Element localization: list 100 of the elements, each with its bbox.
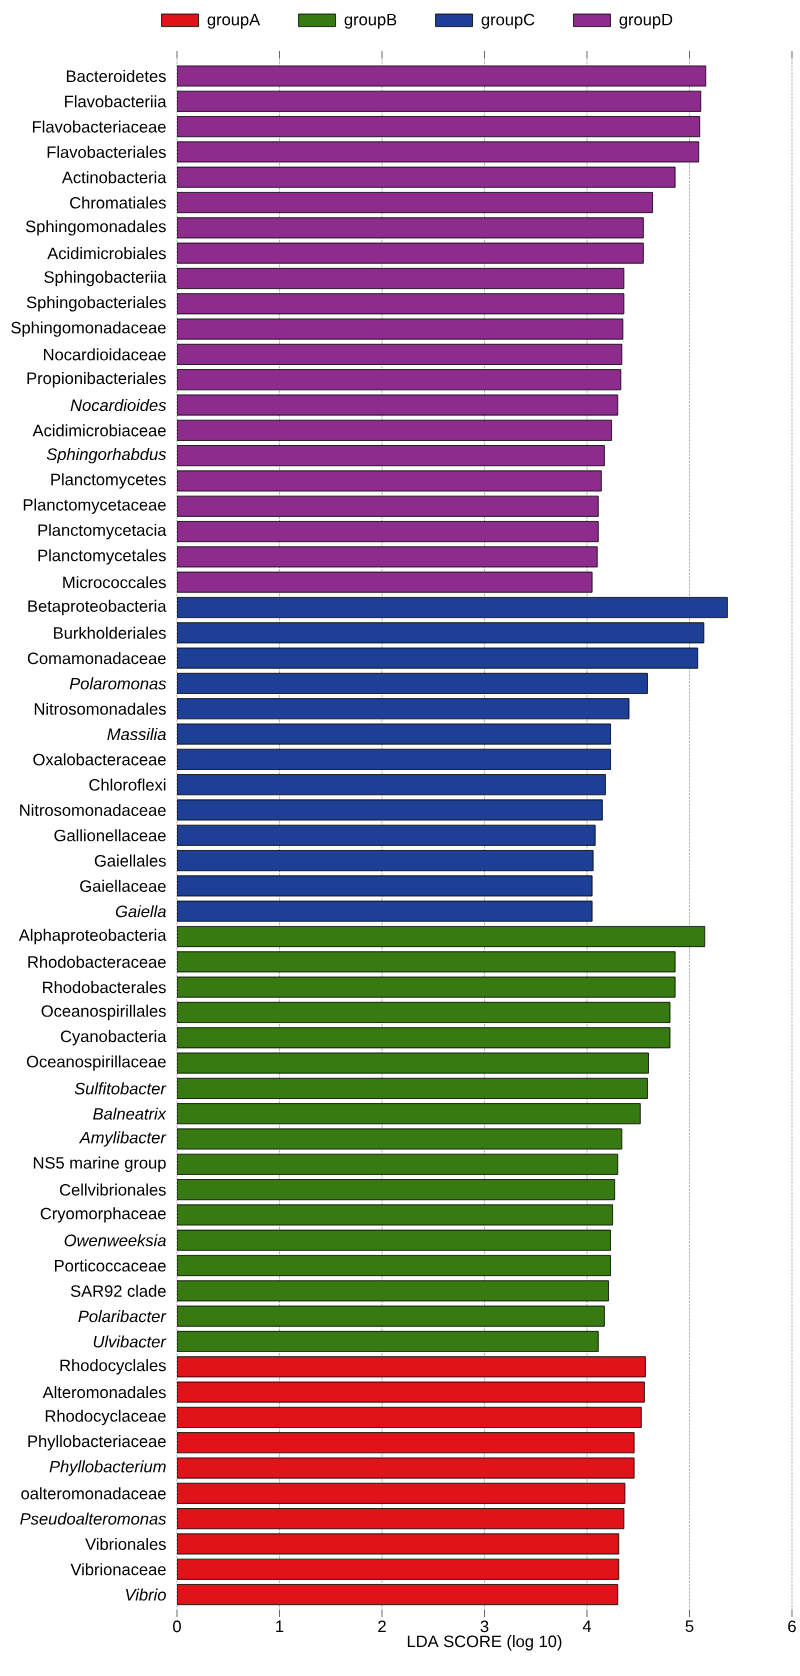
y-tick-label: Sphingobacteriales bbox=[26, 296, 166, 312]
y-tick-label: Propionibacteriales bbox=[27, 372, 166, 388]
y-tick-label: Alphaproteobacteria bbox=[18, 928, 167, 945]
bar bbox=[177, 1027, 671, 1049]
bar bbox=[177, 546, 598, 568]
bar bbox=[177, 419, 612, 441]
y-tick-label: Sphingomonadaceae bbox=[11, 321, 166, 337]
y-tick-label: Nitrosomonadaceae bbox=[20, 803, 166, 817]
bar bbox=[177, 470, 602, 492]
x-tick-label: 6 bbox=[788, 1620, 796, 1633]
y-tick-label: Planctomycetales bbox=[38, 549, 166, 565]
y-tick-label: Burkholderiales bbox=[54, 626, 166, 639]
bar bbox=[177, 293, 625, 315]
bar bbox=[177, 748, 611, 770]
bar bbox=[177, 1052, 649, 1074]
y-tick-label: Sphingobacteriia bbox=[44, 270, 167, 287]
bar bbox=[177, 1103, 641, 1125]
y-tick-label: Sphingorhabdus bbox=[46, 447, 167, 464]
bar bbox=[177, 1179, 616, 1201]
y-tick-label: Polaribacter bbox=[78, 1310, 167, 1323]
y-tick-label: Pseudoalteromonas bbox=[20, 1512, 167, 1525]
x-tick-label: 0 bbox=[173, 1620, 181, 1633]
bar bbox=[177, 318, 624, 340]
y-tick-label: Rhodobacterales bbox=[43, 981, 166, 994]
bar bbox=[177, 596, 728, 619]
x-tick-label: 4 bbox=[582, 1620, 592, 1632]
y-tick-label: Micrococcales bbox=[63, 576, 166, 589]
y-tick-label: Balneatrix bbox=[93, 1107, 167, 1120]
bar bbox=[177, 242, 644, 264]
bar bbox=[177, 1153, 619, 1175]
bar bbox=[177, 1356, 646, 1378]
y-tick-label: Sulfitobacter bbox=[74, 1082, 167, 1095]
x-tick-label: 3 bbox=[480, 1620, 489, 1633]
bar bbox=[177, 1330, 599, 1352]
bar bbox=[177, 875, 593, 897]
bar bbox=[177, 166, 676, 188]
y-tick-label: Planctomycetes bbox=[51, 473, 166, 489]
y-tick-label: Vibrio bbox=[126, 1588, 166, 1601]
bar bbox=[177, 1533, 620, 1555]
bar bbox=[177, 571, 593, 593]
bar bbox=[177, 1584, 619, 1606]
bar bbox=[177, 774, 606, 796]
bar bbox=[177, 1508, 625, 1530]
bar bbox=[177, 1128, 623, 1150]
y-tick-label: Rhodocyclales bbox=[60, 1359, 166, 1375]
bar bbox=[177, 1077, 648, 1099]
y-tick-label: Betaproteobacteria bbox=[28, 599, 167, 616]
y-tick-label: Amylibacter bbox=[78, 1131, 167, 1147]
y-tick-label: Cellvibrionales bbox=[60, 1183, 166, 1196]
y-tick-label: Gaiella bbox=[115, 905, 166, 918]
x-tick-label: 2 bbox=[378, 1620, 386, 1633]
y-tick-label: Rhodocyclaceae bbox=[45, 1409, 166, 1426]
y-tick-label: oalteromonadaceae bbox=[21, 1487, 166, 1500]
y-tick-label: Ulvibacter bbox=[93, 1335, 167, 1348]
x-tick-label: 5 bbox=[685, 1620, 694, 1633]
x-axis-title: LDA SCORE (log 10) bbox=[407, 1635, 562, 1651]
bar bbox=[177, 90, 702, 112]
bar bbox=[177, 1432, 635, 1454]
bar bbox=[177, 445, 605, 467]
legend-label: groupB bbox=[344, 13, 397, 29]
bar bbox=[177, 672, 648, 694]
bar bbox=[177, 217, 644, 239]
y-tick-label: Rhodobacteraceae bbox=[28, 955, 166, 968]
y-tick-label: Vibrionales bbox=[85, 1537, 166, 1550]
y-tick-label: Chloroflexi bbox=[89, 778, 166, 791]
y-tick-label: Phyllobacterium bbox=[49, 1460, 166, 1476]
bar bbox=[177, 343, 623, 365]
y-tick-label: Massilia bbox=[107, 727, 166, 741]
legend-label: groupD bbox=[619, 13, 673, 29]
bar bbox=[177, 1482, 626, 1504]
y-tick-label: Oceanospirillales bbox=[41, 1004, 166, 1021]
y-tick-label: Cyanobacteria bbox=[60, 1030, 167, 1046]
bar bbox=[177, 1001, 671, 1023]
x-tick-label: 1 bbox=[276, 1620, 284, 1632]
bar bbox=[177, 976, 676, 998]
y-tick-label: Planctomycetacia bbox=[38, 523, 167, 540]
bar bbox=[177, 647, 699, 669]
y-tick-label: Phyllobacteriaceae bbox=[28, 1435, 166, 1451]
bar bbox=[177, 521, 599, 543]
y-tick-label: Alteromonadales bbox=[42, 1386, 166, 1399]
y-tick-label: Actinobacteria bbox=[61, 171, 167, 184]
bar bbox=[177, 723, 611, 745]
y-tick-label: Oceanospirillaceae bbox=[26, 1055, 166, 1071]
y-tick-label: Gaiellaceae bbox=[80, 879, 166, 892]
bar bbox=[177, 369, 622, 391]
bar bbox=[177, 1255, 611, 1277]
y-tick-label: Gallionellaceae bbox=[54, 829, 166, 842]
bar bbox=[177, 495, 599, 517]
bar bbox=[177, 799, 603, 821]
bar bbox=[177, 1229, 611, 1251]
bar bbox=[177, 267, 625, 289]
bar bbox=[177, 394, 619, 416]
y-tick-label: Gaiellales bbox=[94, 854, 166, 867]
y-tick-label: Porticoccaceae bbox=[55, 1259, 166, 1272]
bar bbox=[177, 1280, 609, 1302]
bar bbox=[177, 65, 707, 87]
y-tick-label: SAR92 clade bbox=[70, 1284, 166, 1297]
bar bbox=[177, 1305, 605, 1327]
y-tick-label: Nocardioides bbox=[70, 398, 167, 412]
bar bbox=[177, 951, 676, 973]
